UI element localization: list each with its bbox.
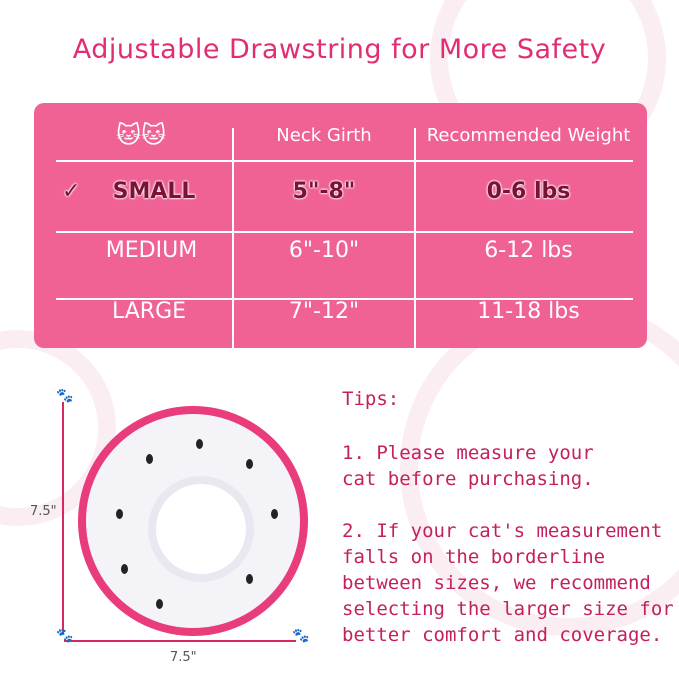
paw-icon: 🐾 (56, 628, 74, 644)
tip-1-line: 1. Please measure your (342, 442, 594, 464)
neck-medium: 6"-10" (288, 238, 360, 263)
height-label: 7.5" (30, 504, 57, 519)
tip-2-line: falls on the borderline (342, 546, 606, 568)
page-title: Adjustable Drawstring for More Safety (72, 34, 607, 65)
header-neck-girth: Neck Girth (276, 125, 372, 146)
weight-small: 0-6 lbs (486, 179, 571, 204)
check-icon: ✓ (62, 179, 81, 204)
size-small: SMALL (112, 179, 196, 204)
neck-small: 5"-8" (292, 179, 356, 204)
size-large: LARGE (111, 299, 187, 324)
weight-large: 11-18 lbs (477, 299, 580, 324)
tip-1-line: cat before purchasing. (342, 468, 594, 490)
size-table: 🐱🐱 Neck Girth Recommended Weight ✓ SMALL… (34, 103, 647, 353)
header-weight: Recommended Weight (426, 125, 631, 146)
tip-2-line: better comfort and coverage. (342, 624, 663, 646)
weight-medium: 6-12 lbs (484, 238, 573, 263)
tip-2-line: selecting the larger size for (342, 598, 674, 620)
size-medium: MEDIUM (105, 238, 198, 263)
cat-icon: 🐱🐱 (116, 121, 167, 149)
neck-large: 7"-12" (288, 299, 360, 324)
tip-2-line: between sizes, we recommend (342, 572, 651, 594)
width-label: 7.5" (170, 650, 197, 665)
paw-icon: 🐾 (56, 388, 74, 404)
cone-collar-image (78, 406, 308, 636)
paw-icon: 🐾 (292, 628, 310, 644)
tip-2-line: 2. If your cat's measurement (342, 520, 663, 542)
tips-heading: Tips: (342, 388, 400, 410)
